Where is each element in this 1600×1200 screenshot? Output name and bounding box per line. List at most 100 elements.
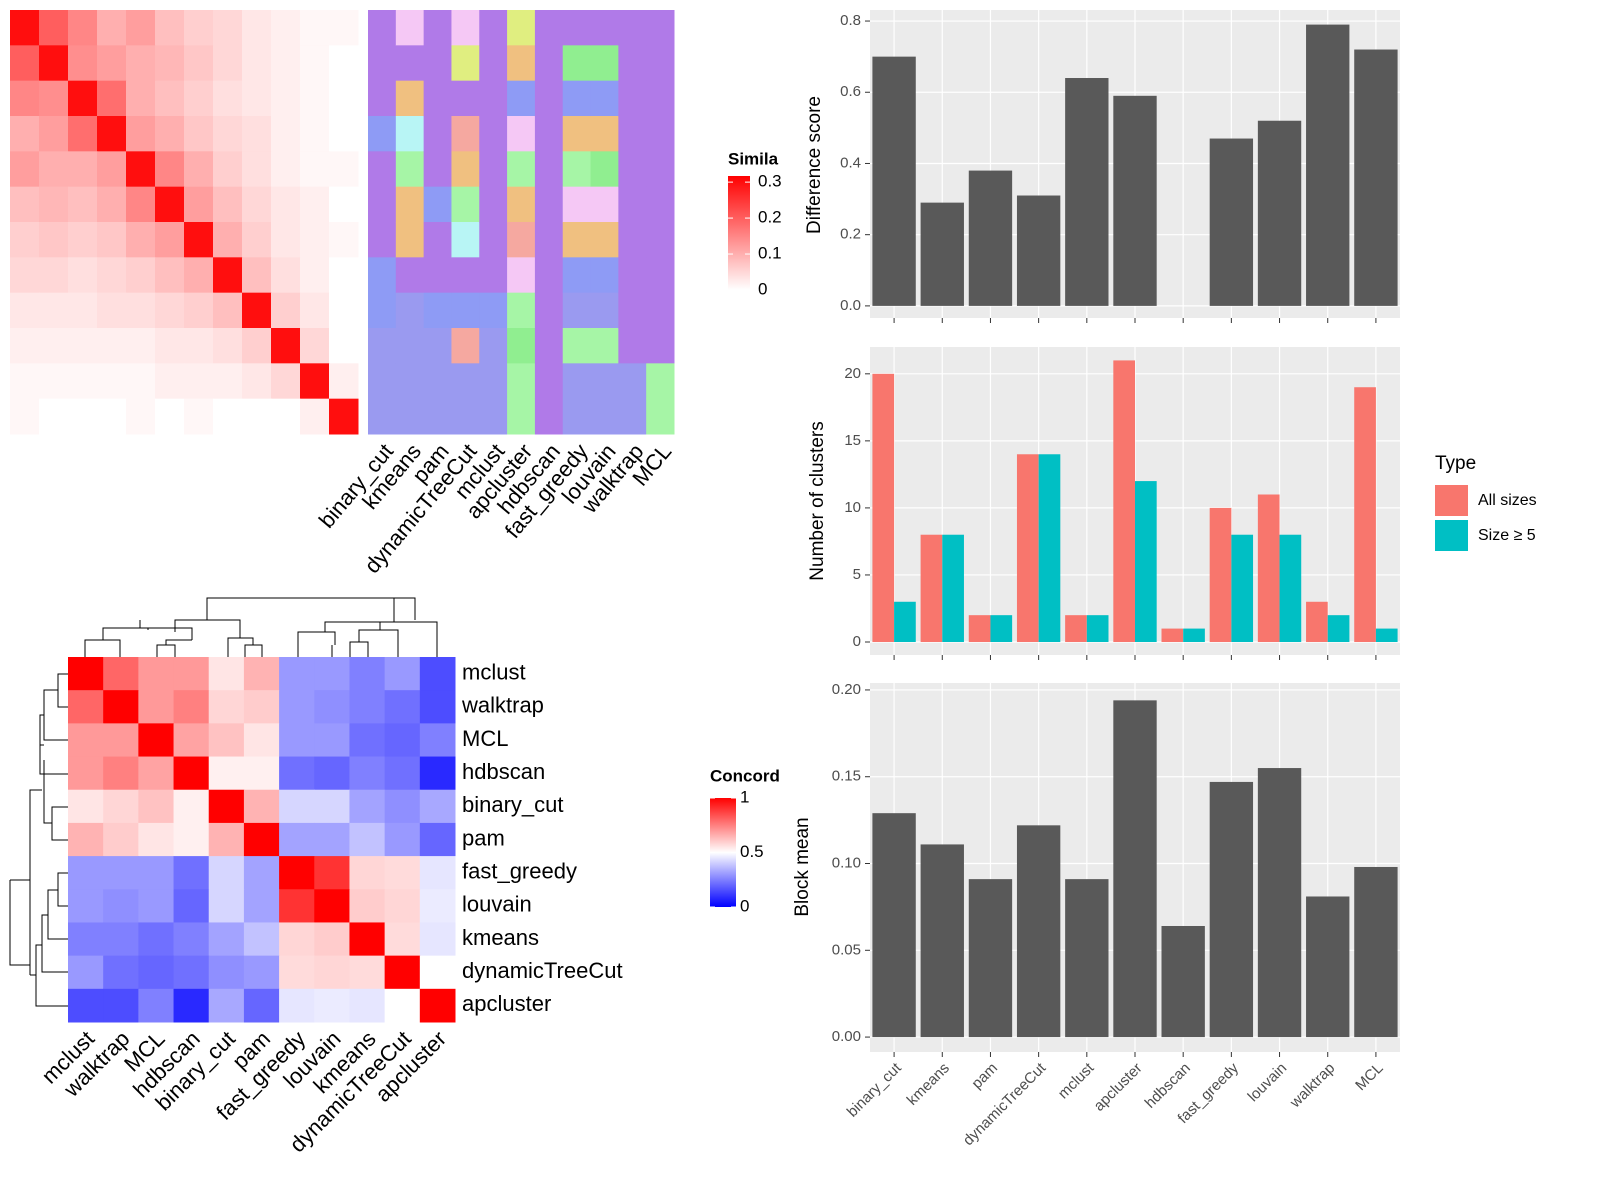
heatmap-cell (39, 45, 69, 82)
heatmap-cell (243, 756, 280, 791)
heatmap-cell (68, 80, 98, 117)
heatmap-cell (126, 186, 156, 223)
label-cell (534, 363, 564, 400)
bar (968, 615, 991, 642)
label-cell (395, 257, 425, 294)
heatmap-cell (97, 257, 127, 294)
label-cell (590, 328, 619, 364)
heatmap-cell (126, 80, 156, 117)
x-tick-label: kmeans (904, 1060, 953, 1109)
label-cell (451, 10, 480, 46)
heatmap-cell (213, 328, 243, 364)
heatmap-cell (384, 723, 421, 758)
bar (1306, 24, 1350, 306)
heatmap-cell (97, 80, 127, 117)
heatmap-cell (213, 80, 243, 117)
label-cell (395, 45, 425, 82)
bar (1354, 49, 1398, 306)
label-cell (395, 116, 425, 152)
heatmap-cell (279, 789, 315, 824)
label-cell (423, 222, 452, 258)
heatmap-cell (155, 363, 185, 400)
heatmap-cell (39, 222, 69, 258)
heatmap-cell (68, 789, 104, 824)
label-cell (562, 257, 592, 294)
row-label: MCL (462, 726, 508, 751)
label-cell (507, 80, 536, 117)
bar (1306, 601, 1328, 642)
heatmap-cell (243, 889, 280, 923)
heatmap-cell (208, 657, 245, 691)
heatmap-cell (349, 789, 386, 824)
y-axis-title: Number of clusters (807, 421, 828, 580)
heatmap-cell (384, 889, 421, 923)
heatmap-cell (243, 922, 280, 957)
bar (1231, 534, 1254, 642)
row-label: kmeans (462, 925, 539, 950)
label-cell (395, 186, 425, 223)
label-cell (368, 116, 397, 152)
heatmap-cell (68, 292, 98, 329)
heatmap-cell (138, 822, 175, 857)
heatmap-cell (184, 186, 214, 223)
label-cell (451, 328, 480, 364)
heatmap-cell (271, 328, 301, 364)
heatmap-cell (173, 889, 210, 923)
heatmap-cell (126, 398, 156, 435)
y-tick-label: 0.2 (840, 226, 861, 243)
label-cell (479, 186, 508, 223)
label-cell (534, 151, 564, 188)
label-cell (479, 222, 508, 258)
heatmap-cell (126, 363, 156, 400)
heatmap-cell (279, 756, 315, 791)
label-cell (646, 80, 675, 117)
heatmap-cell (10, 398, 40, 435)
bar (1257, 494, 1280, 642)
heatmap-cell (155, 151, 185, 188)
label-cell (423, 10, 452, 46)
heatmap-cell (138, 955, 175, 990)
label-cell (507, 257, 536, 294)
label-cell (562, 186, 592, 223)
heatmap-cell (184, 10, 214, 46)
heatmap-cell (103, 756, 139, 791)
y-tick-label: 15 (844, 432, 861, 449)
label-cell (368, 257, 397, 294)
heatmap-cell (271, 10, 301, 46)
heatmap-cell (213, 292, 243, 329)
heatmap-cell (329, 151, 359, 188)
heatmap-cell (419, 988, 456, 1023)
bar (920, 534, 943, 642)
heatmap-cell (10, 151, 40, 188)
heatmap-cell (68, 10, 98, 46)
label-cell (395, 292, 425, 329)
heatmap-cell (208, 889, 245, 923)
heatmap-cell (279, 988, 315, 1023)
label-cell (507, 222, 536, 258)
bar (1327, 615, 1350, 642)
heatmap-cell (213, 10, 243, 46)
label-cell (451, 151, 480, 188)
heatmap-cell (184, 80, 214, 117)
heatmap-cell (39, 116, 69, 152)
heatmap-cell (126, 116, 156, 152)
heatmap-cell (68, 222, 98, 258)
label-cell (451, 363, 480, 400)
label-cell (451, 80, 480, 117)
label-cell (590, 80, 619, 117)
heatmap-cell (213, 363, 243, 400)
bar (1016, 195, 1061, 306)
bar (1016, 454, 1039, 642)
heatmap-cell (155, 257, 185, 294)
heatmap-cell (349, 955, 386, 990)
label-cell (590, 257, 619, 294)
label-cell (479, 292, 508, 329)
heatmap-cell (97, 328, 127, 364)
label-cell (451, 186, 480, 223)
heatmap-cell (300, 328, 330, 364)
heatmap-cell (68, 116, 98, 152)
y-tick-label: 0.0 (840, 297, 861, 314)
heatmap-cell (419, 955, 456, 990)
label-cell (423, 80, 452, 117)
